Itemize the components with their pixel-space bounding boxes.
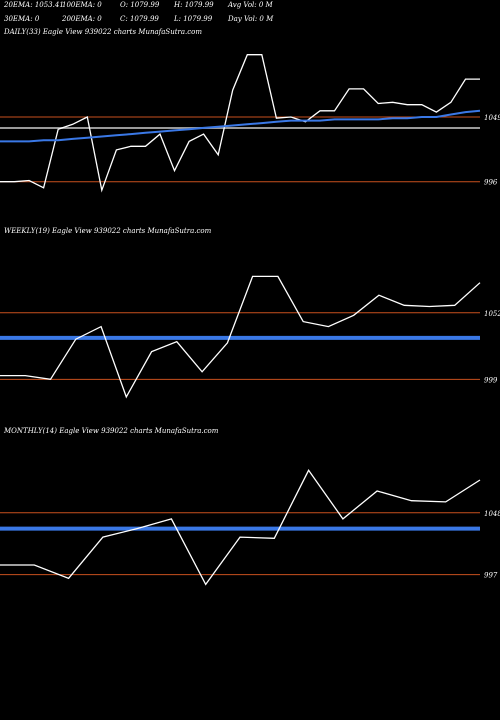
daily-panel-title: DAILY(33) Eagle View 939022 charts Munaf… [3,28,202,36]
ema100-readout: 100EMA: 0 [62,1,102,9]
weekly-panel: 1052 999 [0,275,500,399]
high-readout: H: 1079.99 [173,1,214,9]
ema30-readout: 30EMA: 0 [4,15,40,23]
price-series-line [0,469,481,586]
price-series-line [0,275,481,399]
header-row-1: 20EMA: 1053.41 100EMA: 0 O: 1079.99 H: 1… [3,1,274,9]
level-label: 1048 [484,510,500,518]
ema20-readout: 20EMA: 1053.41 [3,1,64,9]
avg-vol-readout: Avg Vol: 0 M [227,1,274,9]
level-label: 996 [484,179,498,187]
level-label: 1052 [484,310,500,318]
weekly-panel-title: WEEKLY(19) Eagle View 939022 charts Muna… [4,227,212,235]
monthly-panel: 1048 997 [0,469,500,586]
day-vol-readout: Day Vol: 0 M [227,15,274,23]
header-row-2: 30EMA: 0 200EMA: 0 C: 1079.99 L: 1079.99… [4,15,274,23]
ema-series-line [0,109,481,143]
low-readout: L: 1079.99 [173,15,213,23]
close-readout: C: 1079.99 [120,15,159,23]
open-readout: O: 1079.99 [120,1,160,9]
level-label: 997 [484,572,498,580]
monthly-panel-title: MONTHLY(14) Eagle View 939022 charts Mun… [3,427,219,435]
ema200-readout: 200EMA: 0 [61,15,102,23]
price-series-line [0,54,480,193]
level-label: 999 [484,376,498,384]
